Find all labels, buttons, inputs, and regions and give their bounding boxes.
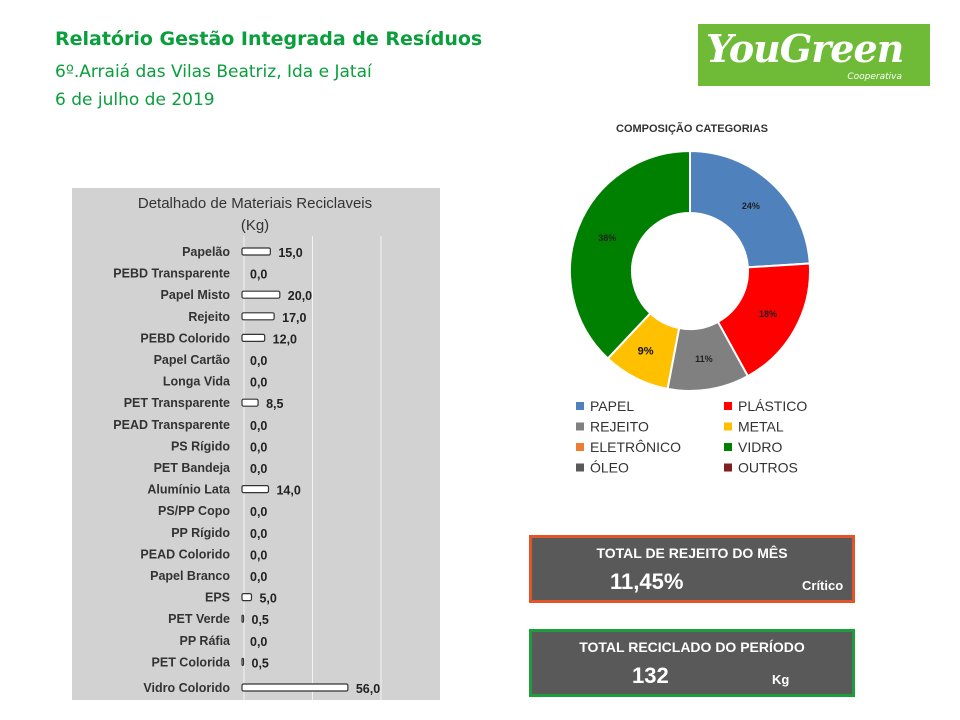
bar-category-label: Papel Cartão bbox=[154, 353, 231, 367]
bar-value-label: 0,0 bbox=[250, 570, 267, 584]
bar-value-label: 17,0 bbox=[282, 311, 306, 325]
bar-value-label: 20,0 bbox=[288, 289, 312, 303]
report-subtitle: 6º.Arraiá das Vilas Beatriz, Ida e Jataí bbox=[55, 62, 372, 82]
bar-value-label: 0,0 bbox=[250, 548, 267, 562]
donut-slice-label: 24% bbox=[742, 201, 760, 211]
kpi-rejeito-label: TOTAL DE REJEITO DO MÊS bbox=[596, 545, 788, 561]
legend-swatch bbox=[724, 463, 732, 472]
donut-title: COMPOSIÇÃO CATEGORIAS bbox=[616, 122, 768, 135]
bar-mark bbox=[241, 657, 245, 666]
bar-mark bbox=[241, 683, 349, 692]
bar-category-label: PEBD Colorido bbox=[140, 331, 230, 345]
bar-category-label: EPS bbox=[205, 591, 230, 605]
bar-value-label: 0,0 bbox=[250, 505, 267, 519]
bar-value-label: 0,5 bbox=[252, 613, 269, 627]
bar-mark bbox=[241, 614, 245, 623]
kpi-rejeito-status: Crítico bbox=[802, 578, 844, 593]
report-title: Relatório Gestão Integrada de Resíduos bbox=[55, 28, 483, 50]
bar-value-label: 5,0 bbox=[259, 592, 276, 606]
kpi-rejeito-box: TOTAL DE REJEITO DO MÊS 11,45% Crítico bbox=[529, 535, 855, 603]
bar-value-label: 15,0 bbox=[278, 246, 302, 260]
kpi-reciclado-unit: Kg bbox=[772, 672, 790, 687]
bar-category-label: PS/PP Copo bbox=[158, 504, 230, 518]
bar-category-label: Papel Branco bbox=[150, 569, 230, 583]
legend-swatch bbox=[576, 402, 584, 410]
legend-label: REJEITO bbox=[590, 419, 649, 435]
bar-category-label: PET Colorida bbox=[152, 655, 232, 669]
bar-value-label: 0,0 bbox=[250, 419, 267, 433]
logo-tagline: Cooperativa bbox=[847, 72, 902, 82]
bar-category-label: PET Transparente bbox=[124, 396, 230, 410]
legend-swatch bbox=[576, 422, 584, 431]
bar-mark bbox=[241, 333, 266, 342]
bar-category-label: PET Verde bbox=[168, 612, 230, 626]
donut-slice-papel bbox=[689, 149, 811, 269]
bar-category-label: Rejeito bbox=[188, 310, 230, 324]
legend-swatch bbox=[724, 422, 732, 431]
bar-category-label: PP Ráfia bbox=[180, 634, 232, 648]
bar-chart-title-line: Detalhado de Materiais Reciclaveis bbox=[138, 195, 372, 212]
donut-slice-label: 11% bbox=[695, 354, 713, 364]
logo-brand: YouGreen bbox=[706, 26, 904, 71]
legend-swatch bbox=[724, 402, 732, 410]
legend-swatch bbox=[576, 443, 584, 451]
bar-value-label: 0,5 bbox=[252, 656, 269, 670]
bar-mark bbox=[241, 398, 259, 407]
bar-category-label: Papel Misto bbox=[161, 288, 231, 302]
bar-mark bbox=[241, 485, 270, 494]
bar-category-label: PS Rígido bbox=[171, 439, 230, 453]
bar-category-label: PEAD Colorido bbox=[140, 547, 230, 561]
bar-value-label: 12,0 bbox=[273, 332, 297, 346]
legend-label: ELETRÔNICO bbox=[590, 439, 681, 455]
report-date: 6 de julho de 2019 bbox=[55, 90, 215, 110]
kpi-reciclado-label: TOTAL RECICLADO DO PERÍODO bbox=[579, 639, 805, 655]
bar-mark bbox=[241, 312, 275, 321]
donut-slice-label: 9% bbox=[638, 345, 654, 357]
bar-value-label: 0,0 bbox=[250, 376, 267, 390]
legend-swatch bbox=[724, 443, 732, 451]
bar-value-label: 0,0 bbox=[250, 635, 267, 649]
composition-donut-chart: COMPOSIÇÃO CATEGORIAS 24% 18% 11% 9% 38% PAPEL… bbox=[569, 122, 811, 476]
bar-mark bbox=[241, 290, 281, 299]
materials-bar-chart: Detalhado de Materiais Reciclaveis (Kg) Pa… bbox=[72, 188, 440, 700]
bar-category-label: Alumínio Lata bbox=[147, 483, 231, 497]
bar-value-label: 56,0 bbox=[356, 682, 380, 696]
bar-category-label: Vidro Colorido bbox=[143, 681, 230, 695]
legend-swatch bbox=[576, 463, 584, 472]
bar-value-label: 0,0 bbox=[250, 268, 267, 282]
bar-mark bbox=[241, 247, 271, 256]
legend-label: VIDRO bbox=[738, 439, 782, 455]
legend-label: PAPEL bbox=[590, 398, 634, 414]
bar-category-label: PEBD Transparente bbox=[113, 267, 230, 281]
bar-category-label: PEAD Transparente bbox=[113, 418, 230, 432]
bar-chart-svg: Detalhado de Materiais Reciclaveis (Kg) Pa… bbox=[113, 195, 382, 700]
donut-slice-label: 18% bbox=[759, 309, 777, 319]
bar-value-label: 8,5 bbox=[266, 397, 283, 411]
donut-slice-label: 38% bbox=[598, 233, 616, 243]
yougreen-logo: YouGreen Cooperativa bbox=[698, 24, 930, 86]
bar-category-label: PET Bandeja bbox=[154, 461, 231, 475]
bar-value-label: 0,0 bbox=[250, 527, 267, 541]
bar-chart-title-line: (Kg) bbox=[241, 217, 269, 234]
bar-category-label: Papelão bbox=[182, 245, 230, 259]
bar-value-label: 0,0 bbox=[250, 354, 267, 368]
kpi-reciclado-value: 132 bbox=[632, 663, 669, 688]
legend-label: METAL bbox=[738, 419, 784, 435]
bar-value-label: 0,0 bbox=[250, 462, 267, 476]
legend-label: ÓLEO bbox=[590, 460, 629, 476]
donut-slice-vidro bbox=[569, 149, 691, 360]
legend-label: OUTROS bbox=[738, 460, 798, 476]
bar-category-label: Longa Vida bbox=[163, 375, 231, 389]
bar-value-label: 0,0 bbox=[250, 440, 267, 454]
kpi-rejeito-value: 11,45% bbox=[610, 569, 684, 594]
kpi-reciclado-box: TOTAL RECICLADO DO PERÍODO 132 Kg bbox=[529, 629, 855, 697]
bar-category-label: PP Rígido bbox=[171, 526, 230, 540]
legend-label: PLÁSTICO bbox=[738, 398, 807, 414]
bar-value-label: 14,0 bbox=[276, 484, 300, 498]
bar-mark bbox=[241, 593, 253, 602]
